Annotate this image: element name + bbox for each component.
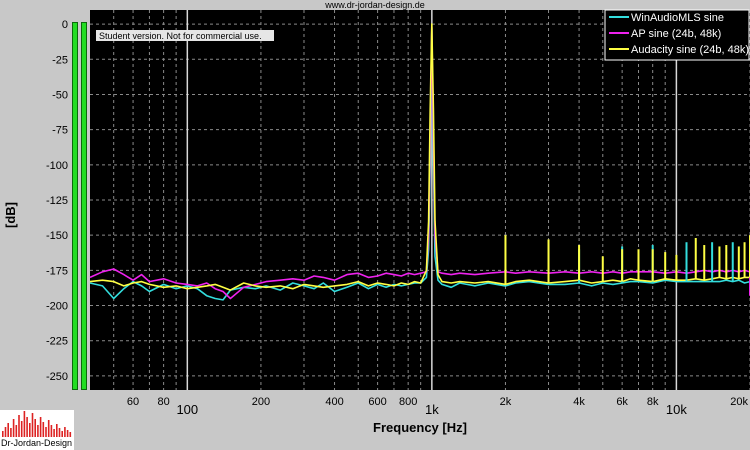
- y-tick-label: -175: [46, 265, 68, 277]
- legend: WinAudioMLS sine AP sine (24b, 48k) Audaci…: [604, 9, 750, 61]
- y-tick-label: -100: [46, 160, 68, 172]
- site-url: www.dr-jordan-design.de: [325, 0, 425, 10]
- y-tick-label: -50: [52, 89, 68, 101]
- x-axis-title: Frequency [Hz]: [373, 420, 467, 435]
- series-layer: [89, 23, 750, 301]
- legend-entry: AP sine (24b, 48k): [631, 28, 721, 40]
- x-tick-label: 100: [176, 402, 198, 417]
- x-tick-label: 600: [368, 396, 386, 408]
- x-tick-label: 200: [252, 396, 270, 408]
- x-tick-label: 800: [399, 396, 417, 408]
- x-tick-label: 8k: [647, 396, 659, 408]
- brand-logo: [0, 410, 74, 450]
- x-tick-label: 20k: [730, 396, 748, 408]
- brand-logo-text: Dr-Jordan-Design: [1, 438, 73, 448]
- x-tick-label: 1k: [425, 402, 439, 417]
- x-tick-label: 6k: [616, 396, 628, 408]
- y-tick-label: -125: [46, 195, 68, 207]
- y-tick-label: -75: [52, 125, 68, 137]
- x-tick-label: 4k: [573, 396, 585, 408]
- x-tick-label: 2k: [500, 396, 512, 408]
- grid: [90, 10, 750, 390]
- y-tick-label: -225: [46, 336, 68, 348]
- student-notice: Student version. Not for commercial use.: [99, 31, 262, 41]
- y-tick-label: -250: [46, 371, 68, 383]
- student-notice-box: [96, 30, 274, 41]
- x-tick-label: 10k: [666, 402, 687, 417]
- tick-labels: 0 -25 -50 -75 -100 -125 -150 -175 -200 -225 -250 60…: [46, 19, 749, 417]
- x-tick-label: 60: [127, 396, 139, 408]
- y-axis-title: [dB]: [3, 202, 18, 228]
- y-tick-label: -150: [46, 230, 68, 242]
- y-tick-label: -25: [52, 54, 68, 66]
- y-tick-label: 0: [62, 19, 68, 31]
- legend-entry: WinAudioMLS sine: [631, 12, 724, 24]
- series-line-3: [89, 23, 750, 291]
- x-tick-label: 80: [157, 396, 169, 408]
- level-meter-left: [72, 22, 78, 390]
- legend-box: [604, 9, 750, 61]
- y-tick-label: -200: [46, 301, 68, 313]
- x-tick-label: 400: [325, 396, 343, 408]
- logo-waveform-icon: [2, 411, 72, 437]
- level-meter-right: [81, 22, 87, 390]
- series-line-1: [89, 27, 750, 301]
- legend-entry: Audacity sine (24b, 48k): [631, 44, 749, 56]
